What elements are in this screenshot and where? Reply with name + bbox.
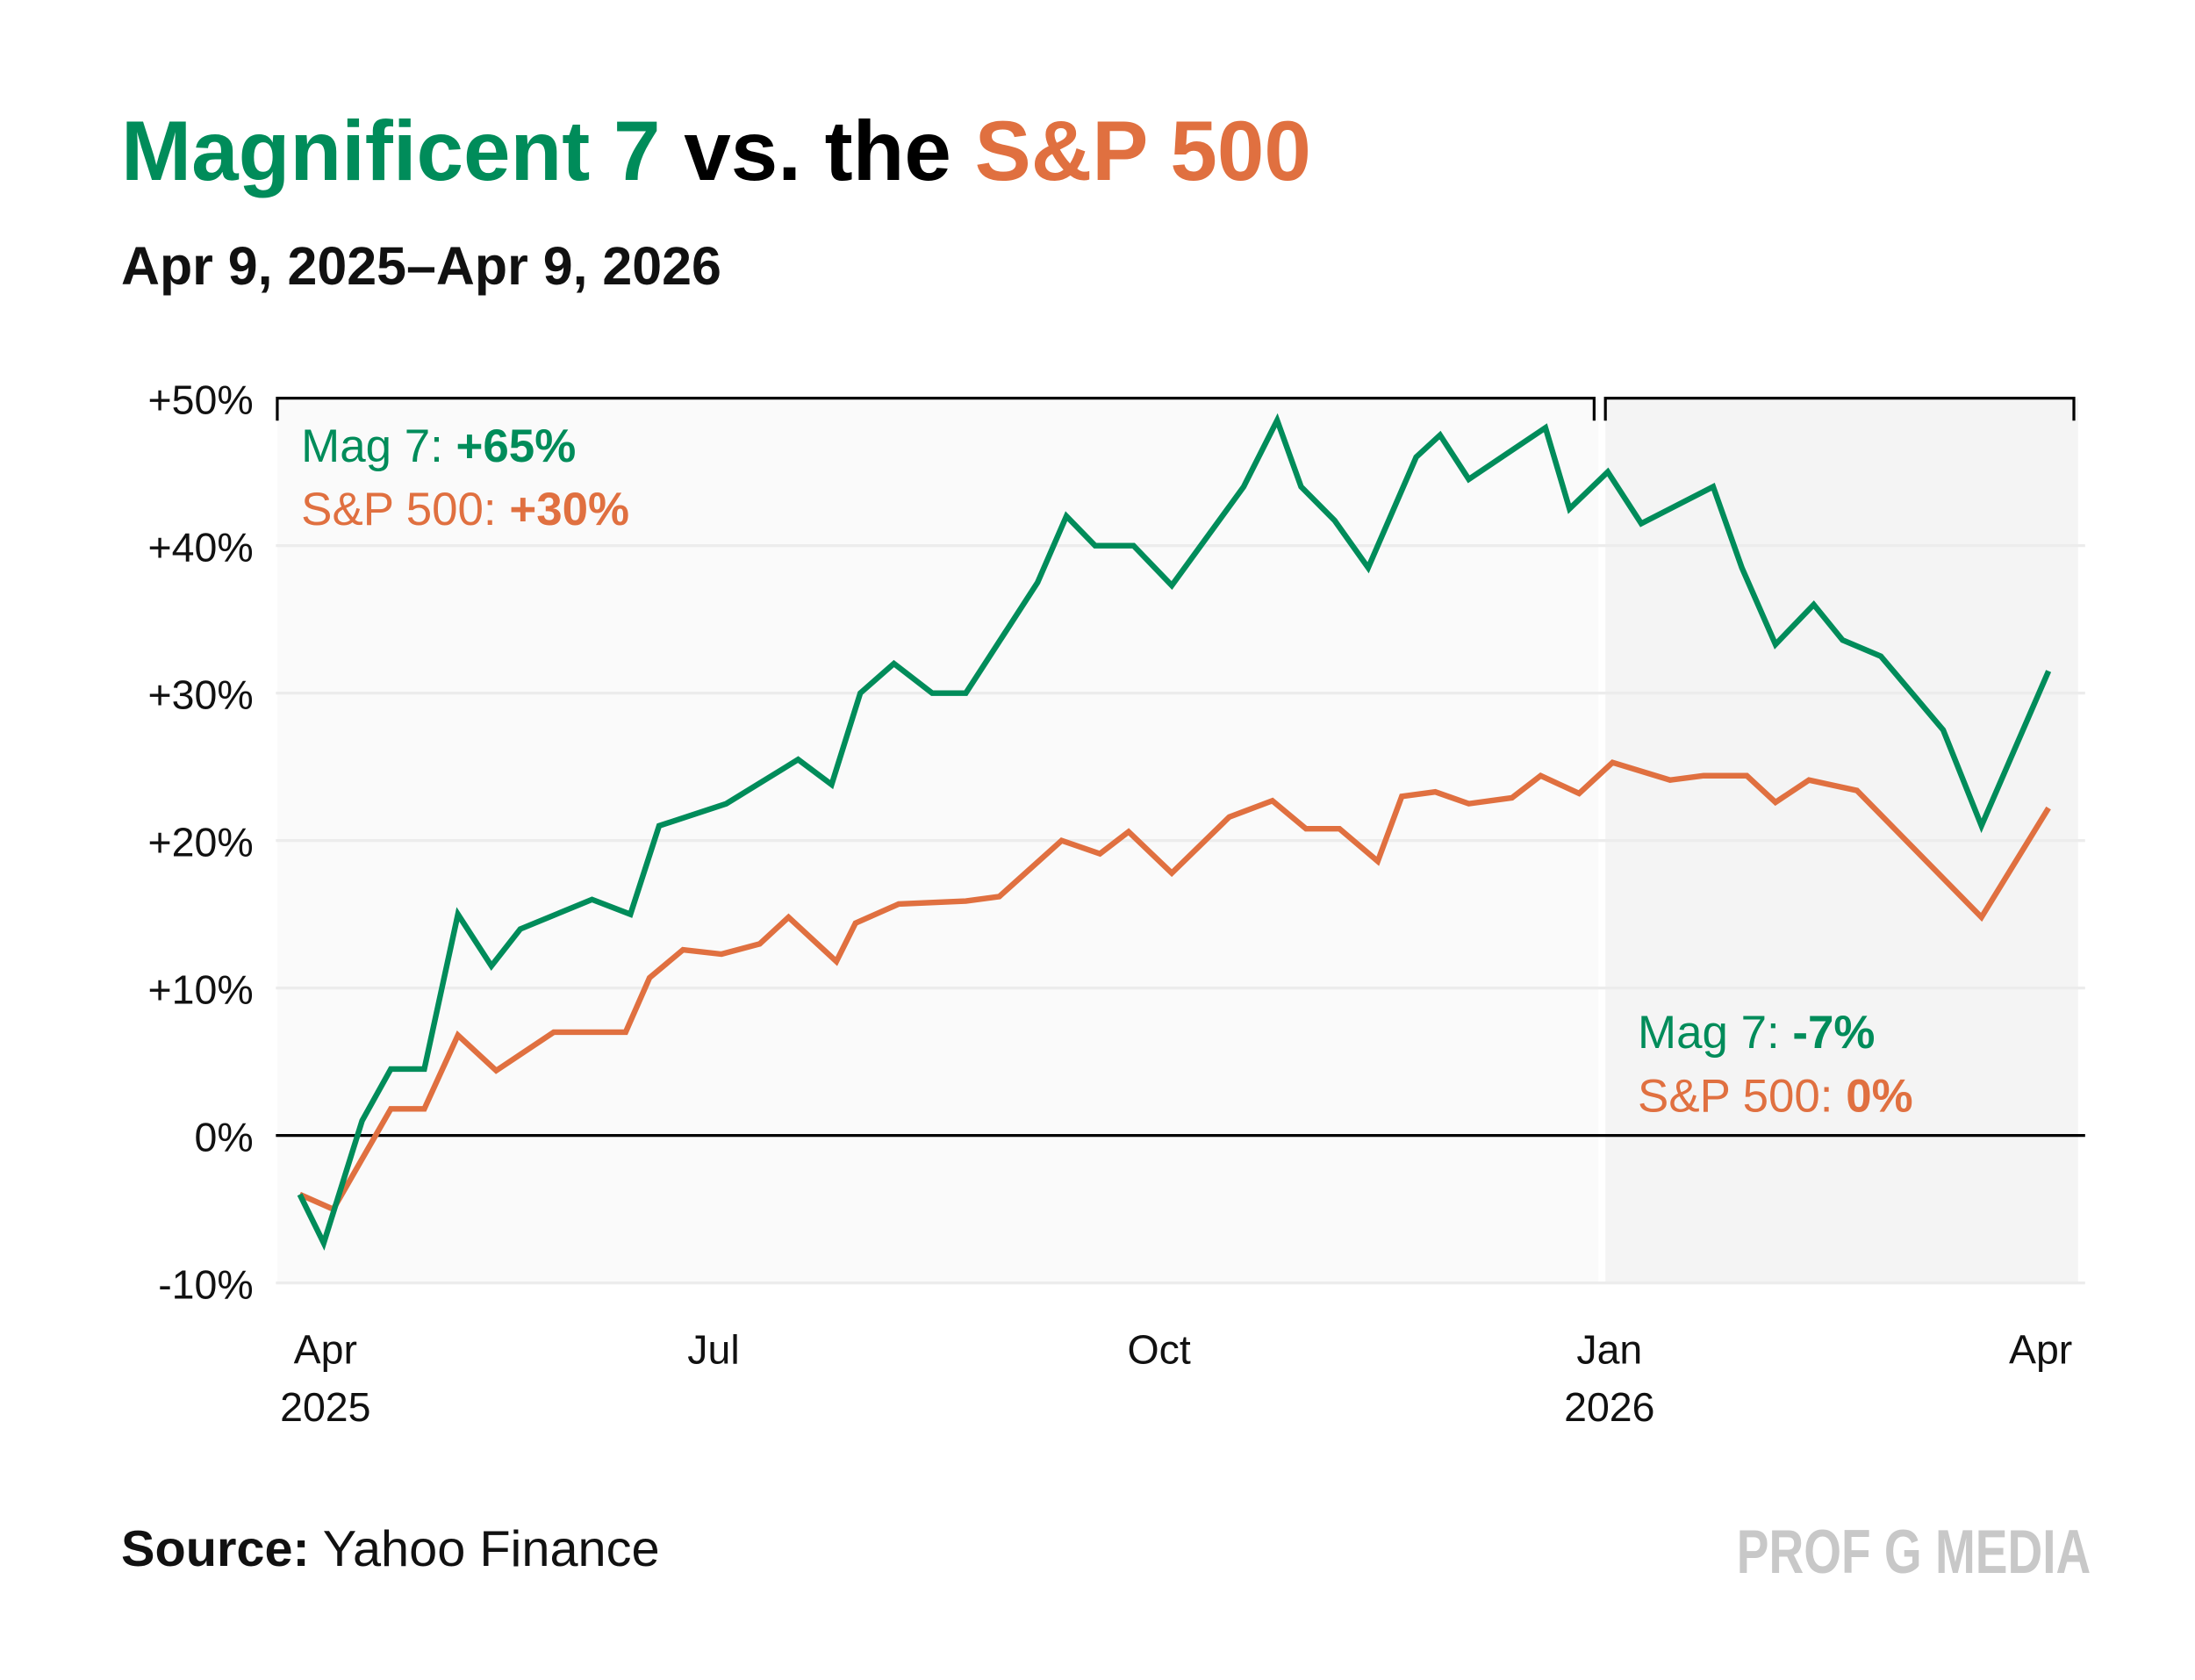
watermark-logo: PROF G MEDIA bbox=[1737, 1518, 2091, 1587]
chart-subtitle: Apr 9, 2025–Apr 9, 2026 bbox=[121, 236, 721, 296]
y-tick-label: +30% bbox=[148, 671, 254, 717]
y-tick-label: -10% bbox=[158, 1261, 253, 1307]
annotation-label: Mag 7: bbox=[301, 420, 455, 472]
annotation-value: 0% bbox=[1846, 1070, 1912, 1122]
annotation-label: Mag 7: bbox=[1638, 1007, 1792, 1059]
x-axis-ticks: Apr 2025 Jul Oct Jan 2026 Apr bbox=[280, 1326, 2072, 1430]
annotation-value: +30% bbox=[509, 484, 629, 535]
y-tick-label: +40% bbox=[148, 524, 254, 570]
annotation-value: -7% bbox=[1792, 1007, 1875, 1059]
x-tick-label: Jul bbox=[687, 1326, 739, 1372]
series-line-magnificent-7 bbox=[297, 413, 2052, 1251]
annotation-label: S&P 500: bbox=[1638, 1070, 1846, 1122]
series-line-s-p-500 bbox=[298, 759, 2051, 1213]
source-label: Source: bbox=[121, 1521, 310, 1577]
annotation-label: S&P 500: bbox=[301, 484, 509, 535]
y-axis-ticks: +50% +40% +30% +20% +10% 0% -10% bbox=[148, 377, 254, 1307]
annotation-period1-mag7: Mag 7: +65% bbox=[301, 420, 576, 472]
annotation-period2-mag7: Mag 7: -7% bbox=[1638, 1007, 1875, 1059]
annotation-period2-sp500: S&P 500: 0% bbox=[1638, 1070, 1913, 1122]
title-vs: vs. the bbox=[661, 104, 975, 198]
gridlines bbox=[276, 544, 2085, 1285]
y-tick-label: +20% bbox=[148, 819, 254, 865]
y-tick-label: +50% bbox=[148, 377, 254, 422]
y-tick-label: 0% bbox=[195, 1114, 254, 1159]
y-tick-label: +10% bbox=[148, 966, 254, 1012]
title-sp500: S&P 500 bbox=[975, 104, 1311, 198]
source-note: Source: Yahoo Finance bbox=[121, 1521, 660, 1577]
x-tick-label: Oct bbox=[1128, 1326, 1191, 1372]
period-bracket-2 bbox=[1603, 397, 2076, 421]
title-mag7: Magnificent 7 bbox=[121, 104, 661, 198]
chart-title: Magnificent 7 vs. the S&P 500 bbox=[121, 104, 1311, 198]
x-tick-label: Apr bbox=[2009, 1326, 2072, 1372]
annotation-period1-sp500: S&P 500: +30% bbox=[301, 484, 629, 535]
period-bracket-1 bbox=[276, 397, 1596, 421]
period-brackets bbox=[276, 397, 2076, 421]
x-tick-sublabel: 2025 bbox=[280, 1384, 370, 1430]
x-tick-label: Jan bbox=[1576, 1326, 1642, 1372]
series-lines bbox=[297, 413, 2052, 1251]
annotation-value: +65% bbox=[456, 420, 577, 472]
x-tick-sublabel: 2026 bbox=[1564, 1384, 1654, 1430]
x-tick-label: Apr bbox=[294, 1326, 357, 1372]
source-text: Yahoo Finance bbox=[310, 1521, 660, 1577]
